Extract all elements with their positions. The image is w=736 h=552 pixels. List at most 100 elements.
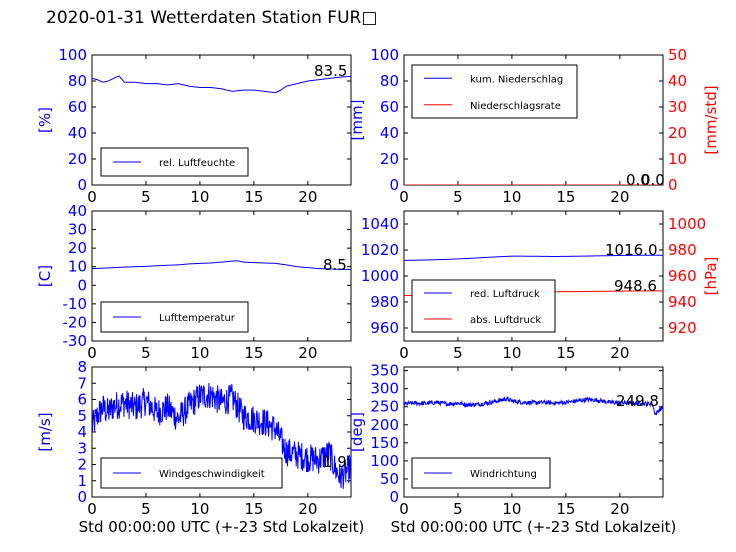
x-tick-label: 20 — [610, 500, 629, 518]
y-right-axis-label: [mm/std] — [702, 85, 720, 154]
y-axis-label: [m/s] — [36, 412, 54, 451]
series-line-windspeed-0 — [92, 382, 351, 490]
y-tick-label: 250 — [370, 398, 399, 416]
x-tick-label: 5 — [453, 188, 463, 206]
y-tick-label: -10 — [63, 295, 88, 313]
y-tick-label: 0 — [77, 176, 87, 194]
y-right-tick-label: 40 — [668, 72, 687, 90]
x-tick-label: 10 — [190, 344, 209, 362]
y-tick-label: 6 — [77, 391, 87, 409]
x-tick-label: 20 — [298, 188, 317, 206]
y-tick-label: 1 — [77, 472, 87, 490]
y-tick-label: 80 — [68, 72, 87, 90]
x-axis-label: Std 00:00:00 UTC (+-23 Std Lokalzeit) — [391, 518, 677, 536]
chart-pressure: 0 5 10 15 20 960 980 1000 1020 1040 920 940 960 980 10… — [361, 210, 720, 362]
x-tick-label: 5 — [141, 500, 151, 518]
y-axis-label: [%] — [36, 107, 54, 133]
y-tick-label: 80 — [380, 72, 399, 90]
y-right-tick-label: 50 — [668, 46, 687, 64]
last-value-annotation: 0.0 — [641, 171, 665, 189]
last-value-annotation: 1016.0 — [605, 241, 658, 259]
x-tick-label: 15 — [244, 344, 263, 362]
y-tick-label: 50 — [380, 470, 399, 488]
y-right-tick-label: 0 — [668, 176, 678, 194]
legend-label: red. Luftdruck — [470, 289, 540, 300]
y-right-tick-label: 920 — [668, 319, 697, 337]
y-right-tick-label: 980 — [668, 241, 697, 259]
y-tick-label: 4 — [77, 423, 87, 441]
legend-box — [100, 457, 283, 489]
x-tick-label: 15 — [244, 188, 263, 206]
last-value-annotation: 8.5 — [323, 256, 347, 274]
series-line-temperature-0 — [92, 260, 351, 270]
legend-label: rel. Luftfeuchte — [159, 158, 235, 169]
legend-label: kum. Niederschlag — [470, 74, 563, 85]
legend-box — [411, 279, 556, 333]
x-axis-label: Std 00:00:00 UTC (+-23 Std Lokalzeit) — [79, 518, 365, 536]
chart-temperature: 0 5 10 15 20-30-20-10010203040[C]Lufttempera… — [36, 202, 352, 362]
x-tick-label: 20 — [298, 344, 317, 362]
y-tick-label: 0 — [389, 176, 399, 194]
x-tick-label: 10 — [190, 188, 209, 206]
y-tick-label: 5 — [77, 407, 87, 425]
legend-label: Windrichtung — [470, 469, 537, 480]
x-tick-label: 5 — [453, 344, 463, 362]
y-tick-label: 20 — [68, 239, 87, 257]
y-tick-label: 60 — [68, 98, 87, 116]
y-right-tick-label: 20 — [668, 124, 687, 142]
y-right-tick-label: 960 — [668, 267, 697, 285]
y-tick-label: 20 — [68, 150, 87, 168]
x-tick-label: 20 — [298, 500, 317, 518]
y-tick-label: 980 — [370, 293, 399, 311]
y-tick-label: 100 — [58, 46, 87, 64]
figure-title: 2020-01-31 Wetterdaten Station FUR□ — [46, 8, 378, 28]
y-tick-label: 200 — [370, 416, 399, 434]
x-tick-label: 20 — [610, 344, 629, 362]
y-tick-label: 2 — [77, 456, 87, 474]
x-tick-label: 10 — [502, 344, 521, 362]
last-value-annotation: 1.9 — [323, 453, 347, 471]
y-tick-label: 100 — [370, 452, 399, 470]
y-axis-label: [C] — [36, 265, 54, 287]
series-line-winddirection-0 — [404, 395, 663, 416]
legend-label: Windgeschwindigkeit — [159, 469, 265, 480]
y-tick-label: 8 — [77, 358, 87, 376]
last-value-annotation: 0.0 — [626, 171, 650, 189]
legend-box — [411, 64, 578, 119]
x-tick-label: 0 — [87, 344, 97, 362]
x-tick-label: 5 — [453, 500, 463, 518]
last-value-annotation: 249.8 — [616, 392, 659, 410]
y-tick-label: 3 — [77, 439, 87, 457]
y-tick-label: 10 — [68, 258, 87, 276]
x-tick-label: 15 — [556, 344, 575, 362]
y-tick-label: 100 — [370, 46, 399, 64]
y-tick-label: 1040 — [361, 215, 399, 233]
y-right-axis-label: [hPa] — [702, 257, 720, 296]
y-tick-label: 1000 — [361, 267, 399, 285]
x-tick-label: 0 — [87, 188, 97, 206]
x-tick-label: 5 — [141, 188, 151, 206]
x-tick-label: 10 — [502, 500, 521, 518]
x-tick-label: 10 — [190, 500, 209, 518]
y-tick-label: 40 — [380, 124, 399, 142]
x-tick-label: 20 — [610, 188, 629, 206]
y-right-tick-label: 10 — [668, 150, 687, 168]
y-axis-label: [mm] — [348, 100, 366, 141]
y-right-tick-label: 1000 — [668, 215, 706, 233]
y-tick-label: 0 — [77, 276, 87, 294]
x-tick-label: 15 — [556, 500, 575, 518]
chart-humidity: 0 5 10 15 20 0 20 40 60 80 100 [%] rel. Luftfeuchte 8… — [36, 46, 352, 206]
last-value-annotation: 948.6 — [614, 277, 657, 295]
y-right-tick-label: 30 — [668, 98, 687, 116]
x-tick-label: 10 — [502, 188, 521, 206]
y-tick-label: 20 — [380, 150, 399, 168]
x-tick-label: 0 — [399, 500, 409, 518]
x-tick-label: 15 — [244, 500, 263, 518]
y-tick-label: 300 — [370, 380, 399, 398]
y-tick-label: 7 — [77, 374, 87, 392]
series-line-humidity-0 — [92, 75, 351, 94]
y-tick-label: 60 — [380, 98, 399, 116]
chart-precipitation: 0 5 10 15 20 0 20 40 60 80 100 0 10 20 30 40 50 [mm] [mm/s… — [348, 46, 720, 206]
